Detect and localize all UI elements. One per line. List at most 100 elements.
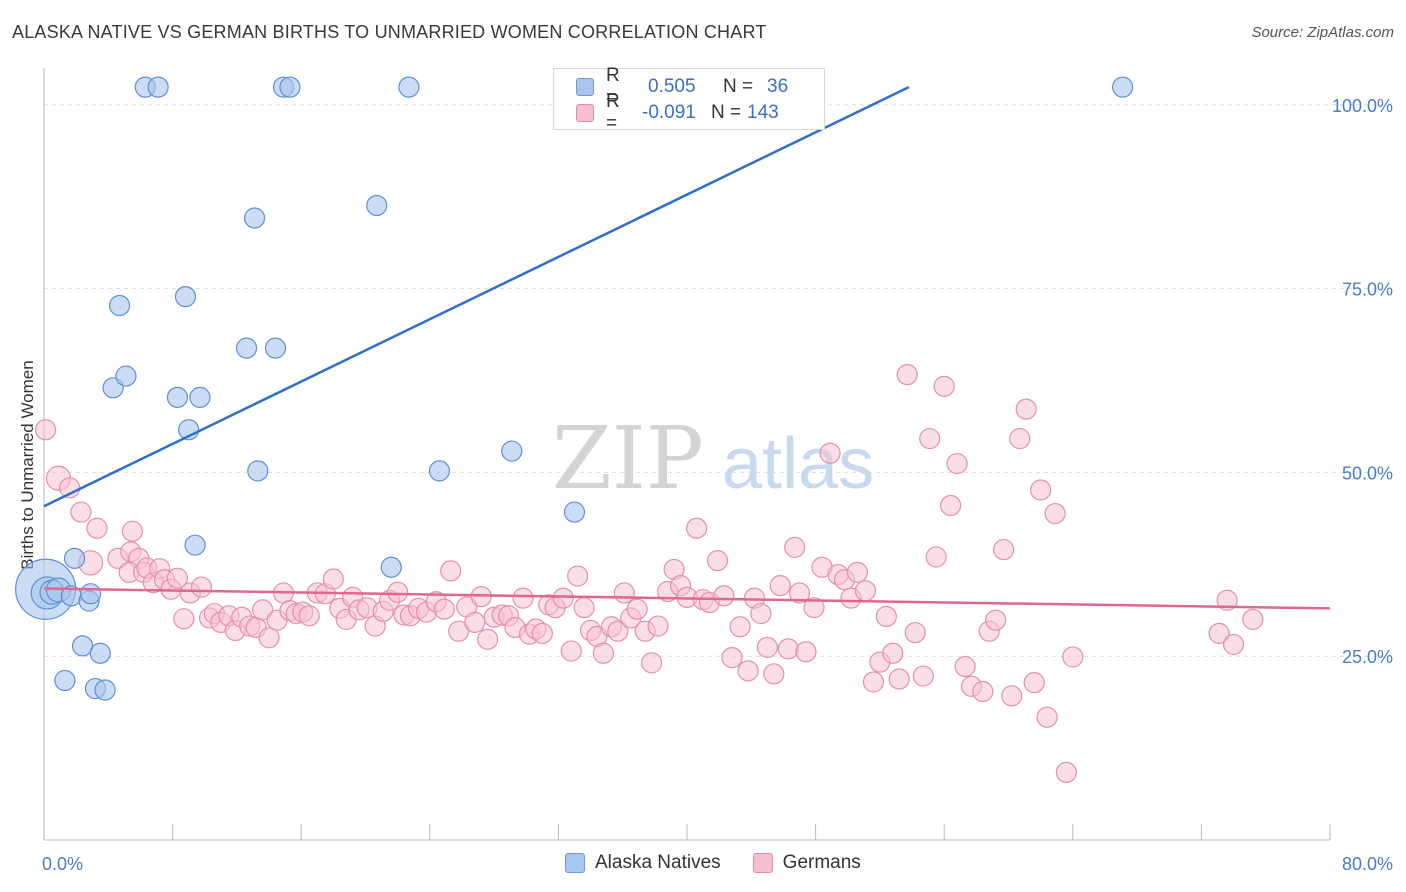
watermark-atlas: atlas	[722, 424, 874, 504]
germans-point	[1009, 427, 1031, 450]
germans-point	[756, 636, 778, 658]
germans-point	[972, 680, 994, 703]
germans-point	[882, 642, 904, 664]
germans-point	[1222, 633, 1245, 656]
correlation-legend: R = 0.505 N = 36 R = -0.091 N = 143	[553, 65, 825, 134]
germans-point	[1044, 502, 1066, 525]
germans-point	[166, 567, 189, 589]
germans-point	[573, 597, 595, 619]
legend-n-value: 36	[767, 76, 789, 97]
alaska-natives-point	[563, 501, 586, 523]
germans-point	[854, 580, 877, 602]
germans-point	[1216, 589, 1238, 611]
germans-point	[875, 605, 897, 628]
germans-point	[896, 363, 918, 386]
grid-lines	[44, 104, 1390, 657]
germans-point	[862, 671, 885, 693]
chart-title: ALASKA NATIVE VS GERMAN BIRTHS TO UNMARR…	[12, 22, 767, 42]
germans-point	[252, 599, 274, 621]
alaska-natives-point	[184, 534, 206, 556]
germans-point	[706, 550, 729, 572]
source-credit: Source: ZipAtlas.com	[1251, 24, 1394, 41]
alaska-natives-point	[398, 76, 420, 98]
germans-point	[560, 640, 582, 662]
germans-point	[647, 615, 669, 637]
germans-point	[993, 538, 1015, 561]
legend-item-germans: Germans	[752, 852, 861, 874]
legend-swatch-blue	[565, 853, 585, 873]
legend-label-alaska-natives: Alaska Natives	[595, 852, 721, 873]
germans-point	[713, 585, 735, 607]
germans-point	[686, 517, 708, 539]
germans-point	[940, 494, 962, 517]
germans-point	[846, 561, 868, 583]
germans-point	[1030, 479, 1052, 501]
germans-point	[512, 587, 534, 609]
germans-point	[322, 568, 344, 590]
germans-point	[1242, 608, 1264, 631]
alaska-natives-point	[235, 337, 258, 359]
germans-points	[35, 363, 1264, 783]
germans-point	[477, 628, 499, 650]
germans-point	[933, 375, 955, 397]
germans-point	[925, 546, 947, 568]
germans-point	[1208, 622, 1230, 644]
alaska-natives-point	[428, 460, 451, 482]
y-tick-label: 75.0%	[1342, 280, 1393, 300]
legend-item-alaska-natives: Alaska Natives	[565, 852, 721, 874]
germans-point	[777, 638, 799, 660]
legend-r-value: -0.091	[642, 102, 696, 123]
legend-n-value: 143	[747, 102, 779, 123]
legend-r-label: R =	[606, 91, 620, 134]
germans-point	[788, 582, 811, 604]
alaska-natives-point	[71, 635, 94, 657]
legend-n-label: N =	[723, 76, 754, 97]
alaska-natives-trend-line	[43, 85, 910, 508]
axes	[43, 68, 1331, 841]
legend-r-label: R =	[606, 65, 620, 108]
germans-point	[1055, 761, 1077, 783]
germans-point	[1036, 706, 1058, 728]
alaska-natives-point	[366, 194, 388, 217]
germans-point	[729, 616, 751, 638]
alaska-natives-point	[247, 460, 269, 482]
alaska-natives-point	[1112, 76, 1134, 98]
legend-row-alaska-natives: R = 0.505 N = 36	[576, 65, 789, 108]
germans-point	[607, 620, 629, 642]
germans-point	[1001, 685, 1023, 707]
germans-point	[387, 581, 409, 603]
watermark: ZIP atlas	[552, 409, 874, 509]
germans-point	[440, 560, 462, 582]
alaska-natives-point	[243, 207, 266, 229]
alaska-natives-point	[189, 386, 211, 408]
y-tick-label: 50.0%	[1342, 463, 1393, 483]
alaska-natives-point	[63, 547, 86, 570]
germans-point	[763, 663, 785, 685]
tick-labels: 25.0% 50.0% 75.0% 100.0% 0.0% 80.0%	[42, 96, 1393, 874]
germans-point	[433, 598, 455, 620]
alaska-natives-point	[264, 337, 287, 359]
germans-point	[190, 576, 213, 598]
alaska-natives-point	[501, 440, 523, 462]
germans-point	[985, 609, 1007, 631]
germans-point	[912, 665, 934, 687]
germans-point	[803, 597, 825, 619]
germans-point	[298, 605, 320, 627]
series-legend: Alaska Natives Germans	[565, 852, 893, 874]
x-tick-label: 80.0%	[1342, 854, 1393, 874]
germans-point	[954, 655, 976, 678]
alaska-natives-point	[94, 679, 116, 701]
alaska-natives-point	[89, 642, 111, 664]
germans-point	[626, 598, 648, 620]
y-tick-label: 100.0%	[1332, 96, 1393, 116]
germans-point	[552, 587, 574, 609]
germans-point	[173, 608, 195, 630]
germans-point	[784, 536, 806, 558]
alaska-natives-point	[147, 76, 169, 98]
germans-point	[86, 517, 108, 539]
germans-point	[919, 427, 941, 450]
germans-point	[121, 520, 144, 542]
trend-lines	[43, 85, 1331, 610]
germans-point	[592, 642, 615, 664]
